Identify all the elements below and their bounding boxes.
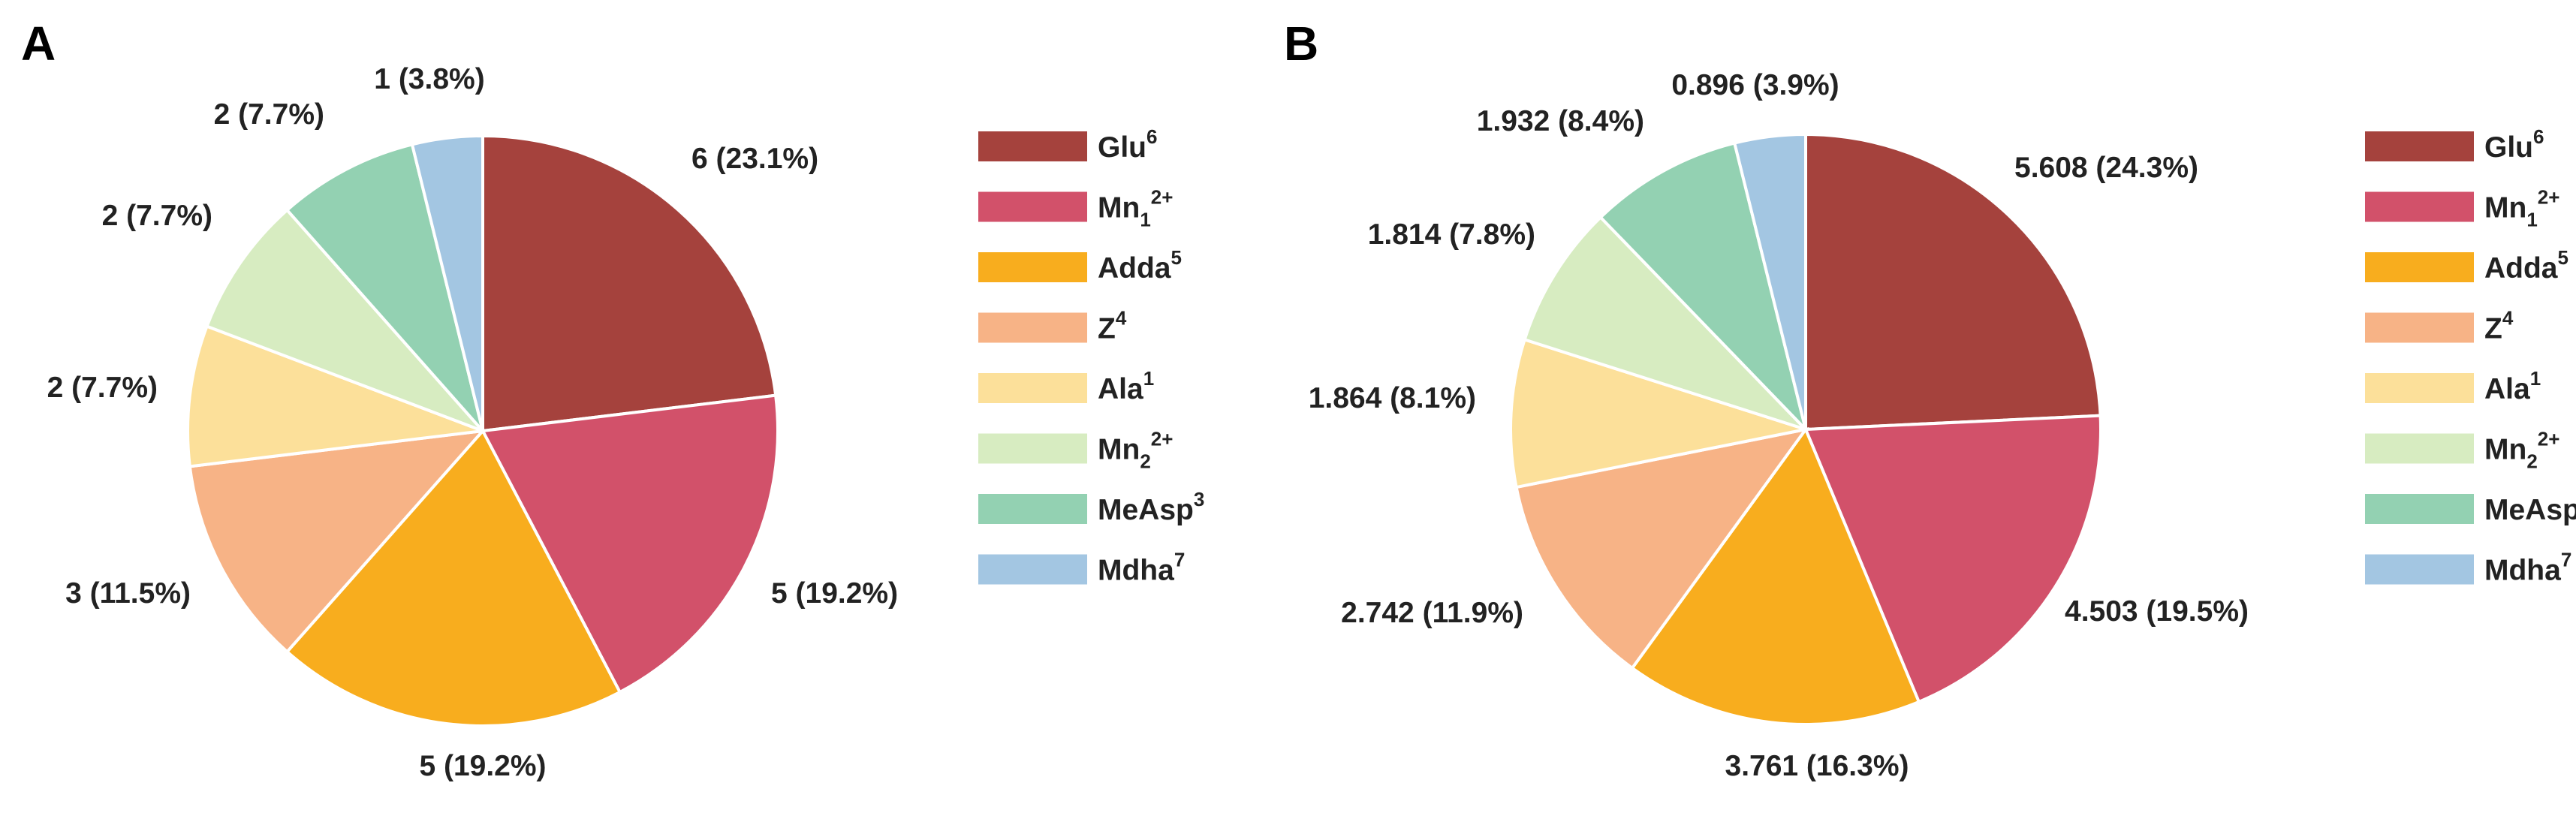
pie-slice-ala	[186, 324, 484, 468]
legend-label-mdha: Mdha7	[1098, 549, 1185, 587]
pie-slice-measp	[1598, 141, 1809, 435]
pie-slice-mn1	[480, 393, 779, 694]
panel-b: B 5.608 (24.3%) 4.503 (19.5%) 3.761 (16.3%)…	[1284, 17, 2576, 782]
pie-slice-mn2	[204, 208, 484, 432]
panel-letter: B	[1284, 17, 1318, 71]
pie-slice-mdha	[410, 134, 484, 432]
pie-slice-measp	[285, 142, 484, 432]
legend-swatch-mn1	[2365, 191, 2474, 222]
legend-label-measp: MeAsp3	[2484, 488, 2576, 526]
data-label-mdha: 1 (3.8%)	[374, 63, 484, 95]
data-label-mdha: 0.896 (3.9%)	[1671, 69, 1839, 101]
data-label-glu: 6 (23.1%)	[691, 143, 818, 175]
data-label-ala: 2 (7.7%)	[47, 372, 158, 404]
pie-slice-adda	[285, 428, 622, 727]
panel-letter: A	[21, 17, 56, 71]
legend-label-measp: MeAsp3	[1098, 488, 1204, 526]
legend-swatch-mdha	[2365, 554, 2474, 585]
data-label-z: 3 (11.5%)	[65, 577, 191, 610]
legend-swatch-measp	[978, 494, 1087, 524]
legend-swatch-ala	[978, 373, 1087, 403]
legend-label-ala: Ala1	[1098, 367, 1154, 405]
legend-label-z: Z4	[2484, 307, 2514, 345]
legend-swatch-adda	[2365, 252, 2474, 282]
panel-a: A 6 (23.1%) 5 (19.2%) 5 (19.2%) 3 (11.5%) 2 (…	[21, 17, 1204, 782]
legend-swatch-z	[2365, 312, 2474, 343]
legend-swatch-mdha	[978, 554, 1087, 585]
legend-swatch-mn1	[978, 191, 1087, 222]
legend-swatch-ala	[2365, 373, 2474, 403]
legend-swatch-glu	[2365, 131, 2474, 161]
legend-label-glu: Glu6	[2484, 125, 2544, 164]
legend-swatch-glu	[978, 131, 1087, 161]
data-label-mn1: 5 (19.2%)	[771, 577, 898, 610]
data-label-z: 2.742 (11.9%)	[1341, 597, 1523, 629]
data-label-glu: 5.608 (24.3%)	[2014, 152, 2198, 184]
data-label-measp: 1.932 (8.4%)	[1477, 105, 1644, 137]
data-label-ala: 1.864 (8.1%)	[1309, 382, 1476, 414]
legend-label-mn2: Mn22+	[2484, 428, 2559, 473]
legend-label-glu: Glu6	[1098, 125, 1157, 164]
pie-slice-z	[1514, 427, 1809, 670]
pie-slice-ala	[1509, 337, 1812, 489]
pie-slice-z	[188, 429, 487, 654]
legend-swatch-z	[978, 312, 1087, 343]
legend-label-mn1: Mn12+	[2484, 186, 2559, 231]
data-label-mn1: 4.503 (19.5%)	[2065, 595, 2249, 628]
pie-slice-adda	[1630, 426, 1921, 726]
legend-label-mdha: Mdha7	[2484, 549, 2571, 587]
legend-label-mn1: Mn12+	[1098, 186, 1173, 231]
legend-label-z: Z4	[1098, 307, 1127, 345]
legend-swatch-mn2	[978, 433, 1087, 464]
pie-slice-mn2	[1523, 215, 1807, 431]
pie-slice-mn1	[1803, 414, 2102, 704]
legend-swatch-measp	[2365, 494, 2474, 524]
data-label-measp: 2 (7.7%)	[214, 98, 324, 131]
legend-label-adda: Adda5	[2484, 246, 2568, 285]
data-label-mn2: 1.814 (7.8%)	[1368, 218, 1535, 251]
legend-label-ala: Ala1	[2484, 367, 2541, 405]
data-label-adda: 3.761 (16.3%)	[1725, 750, 1909, 782]
pie-slice-glu	[1804, 132, 2102, 432]
legend-swatch-adda	[978, 252, 1087, 282]
pie-slice-mdha	[1732, 132, 1807, 430]
legend-swatch-mn2	[2365, 433, 2474, 464]
pie-slice-glu	[481, 134, 778, 433]
legend-label-mn2: Mn22+	[1098, 428, 1173, 473]
data-label-adda: 5 (19.2%)	[419, 750, 546, 782]
legend-label-adda: Adda5	[1098, 246, 1182, 285]
data-label-mn2: 2 (7.7%)	[102, 200, 212, 232]
